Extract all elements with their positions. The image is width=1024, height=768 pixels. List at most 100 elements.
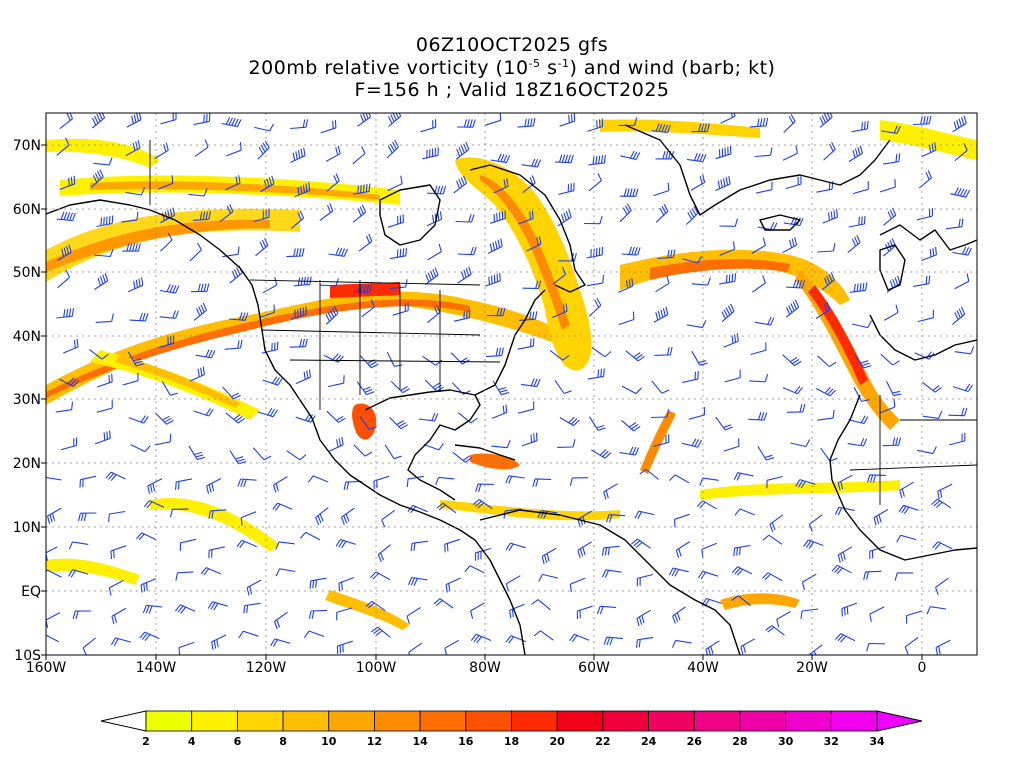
wind-barb: [952, 306, 966, 325]
wind-barb: [533, 630, 554, 641]
wind-barb: [651, 380, 670, 394]
lon-label-0: 0: [918, 660, 927, 676]
wind-barb: [526, 235, 542, 252]
wind-barb: [705, 640, 720, 655]
wind-barb: [160, 113, 177, 125]
wind-barb: [238, 630, 259, 639]
wind-barb: [261, 341, 279, 354]
wind-barb: [491, 404, 508, 419]
wind-barb: [673, 513, 690, 528]
wind-barb: [541, 547, 557, 565]
wind-barb: [749, 374, 769, 383]
wind-barb: [360, 355, 379, 369]
colorbar-box: [785, 710, 832, 732]
lon-label-100w: 100W: [356, 660, 397, 676]
wind-barb: [219, 204, 234, 222]
wind-barb: [945, 218, 964, 230]
wind-barb: [724, 369, 741, 383]
wind-barb: [143, 500, 165, 509]
wind-barb: [108, 510, 126, 523]
wind-barb: [455, 214, 475, 223]
wind-barb: [455, 141, 470, 160]
wind-barb: [110, 545, 127, 560]
wind-barb: [423, 442, 444, 451]
wind-barb: [668, 567, 689, 577]
wind-barb: [820, 447, 838, 462]
wind-barb: [68, 541, 89, 550]
wind-barb: [125, 140, 141, 156]
wind-barb: [653, 306, 669, 323]
colorbar-box: [511, 710, 558, 732]
wind-barb: [273, 476, 288, 493]
wind-barb: [817, 410, 835, 421]
wind-barb: [56, 308, 75, 319]
wind-barb: [765, 625, 785, 636]
wind-barb: [154, 142, 169, 160]
wind-barb: [720, 113, 736, 124]
wind-barb: [873, 509, 889, 526]
wind-barb: [243, 602, 261, 614]
wind-barb: [671, 639, 692, 648]
wind-barb: [569, 633, 590, 643]
title-line-2-b: s: [540, 57, 558, 79]
wind-barb: [388, 113, 402, 127]
wind-barb: [307, 475, 329, 483]
wind-barb: [475, 483, 494, 492]
wind-barb: [748, 412, 768, 421]
lat-label-eq: EQ: [21, 584, 41, 600]
wind-barb: [691, 351, 708, 366]
wind-barb: [222, 386, 241, 400]
wind-barb: [751, 275, 766, 293]
wind-barb: [821, 272, 835, 291]
wind-barb: [918, 170, 933, 189]
wind-barb: [921, 142, 937, 158]
wind-barb: [445, 577, 461, 593]
wind-barb: [869, 546, 886, 560]
wind-barb: [558, 182, 575, 195]
wind-barb: [464, 565, 485, 574]
wind-barb: [766, 475, 783, 489]
wind-barb: [619, 188, 639, 197]
wind-barb: [557, 209, 572, 227]
wind-barb: [591, 347, 612, 358]
wind-barb: [655, 203, 669, 223]
wind-barb: [160, 232, 173, 252]
wind-barb: [188, 445, 205, 461]
wind-barb: [879, 399, 896, 414]
wind-barb: [275, 541, 295, 550]
wind-barb: [790, 439, 811, 448]
wind-barb: [921, 246, 937, 262]
wind-barb: [776, 611, 791, 628]
wind-barb: [490, 153, 511, 164]
wind-barb: [126, 113, 142, 128]
wind-barb: [723, 333, 739, 348]
wind-barb: [803, 539, 824, 549]
wind-barb: [913, 275, 931, 287]
wind-barb: [559, 416, 580, 427]
wind-barb: [96, 215, 114, 228]
wind-barb: [603, 483, 618, 500]
wind-barb: [554, 154, 574, 164]
colorbar-box: [602, 710, 649, 732]
wind-barb: [894, 572, 914, 581]
wind-barb: [315, 507, 329, 526]
title-line-2-a: 200mb relative vorticity (10: [248, 57, 529, 79]
wind-barb: [387, 175, 403, 191]
wind-barb: [418, 412, 439, 422]
wind-barb: [492, 380, 510, 396]
lat-lon-grid: [46, 113, 977, 655]
wind-barb: [601, 545, 620, 556]
wind-barb: [854, 354, 872, 369]
wind-barb: [175, 571, 194, 581]
wind-barb: [701, 542, 717, 558]
wind-barb: [389, 417, 409, 430]
wind-barb: [522, 175, 536, 194]
wind-barb: [142, 604, 163, 614]
wind-barb: [905, 610, 922, 624]
colorbar-label: 12: [367, 735, 382, 748]
wind-barb: [532, 478, 552, 487]
wind-barb: [636, 609, 651, 627]
colorbar-label: 32: [824, 735, 839, 748]
wind-barb: [95, 313, 114, 323]
wind-barb: [433, 598, 454, 609]
